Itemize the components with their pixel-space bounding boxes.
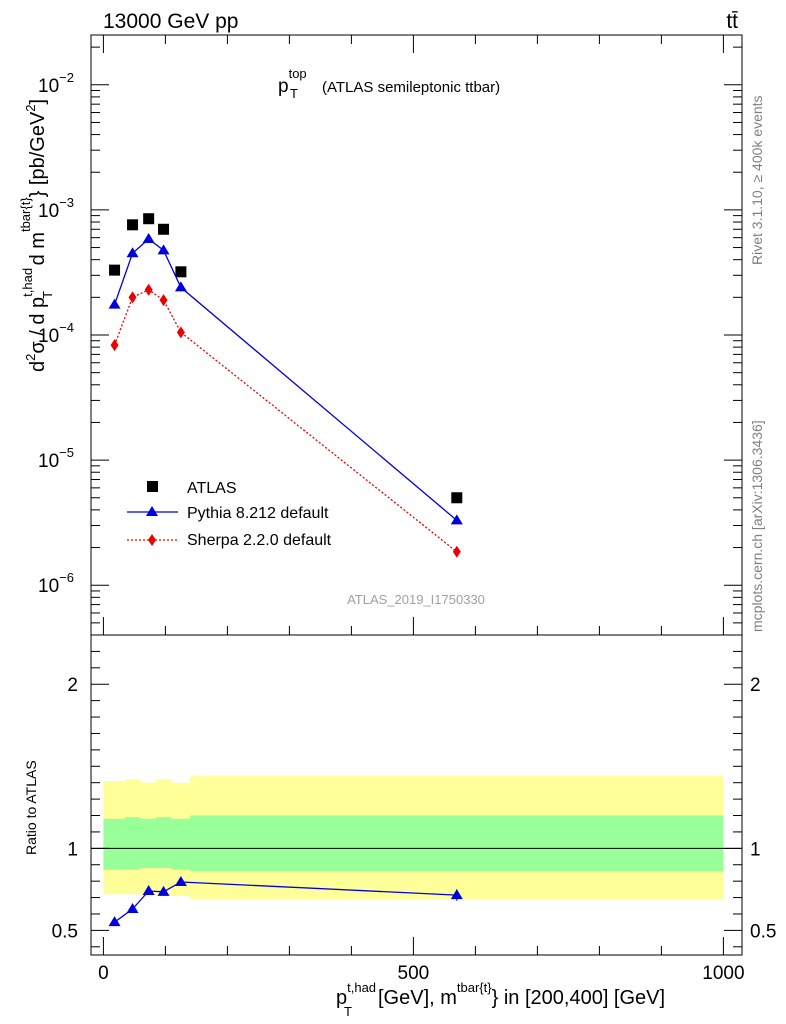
data-point-pythia <box>174 281 187 292</box>
x-tick-label: 500 <box>398 963 430 984</box>
data-point-atlas <box>451 492 463 504</box>
data-point-sherpa <box>452 545 461 558</box>
y-tick-label-main: 10−2 <box>38 70 74 97</box>
title-rest: (ATLAS semileptonic ttbar) <box>322 79 500 96</box>
y-tick-label-main: 10−4 <box>38 320 74 347</box>
y-tick-label-ratio: 1 <box>67 839 78 860</box>
data-point-atlas <box>109 264 121 276</box>
analysis-id: ATLAS_2019_I1750330 <box>347 592 485 607</box>
title-symbol: p <box>278 76 289 97</box>
data-point-sherpa <box>176 326 185 339</box>
data-point-pythia <box>450 514 463 525</box>
legend-marker-sherpa <box>148 534 156 546</box>
data-point-atlas <box>158 223 170 235</box>
legend-label-pythia: Pythia 8.212 default <box>187 505 329 522</box>
data-point-atlas <box>127 219 139 231</box>
main-panel: 10−6 10−5 10−4 10−3 10−2 ptop T (ATLAS semilep… <box>18 34 743 636</box>
title-sub: T <box>290 86 298 101</box>
data-point-sherpa <box>144 283 153 296</box>
y-tick-label-ratio-right: 0.5 <box>750 921 776 942</box>
x-tick-label: 1000 <box>702 963 744 984</box>
legend-marker-atlas <box>147 481 158 492</box>
y-tick-label-main: 10−5 <box>38 445 74 472</box>
ratio-point-pythia <box>174 875 187 886</box>
plot-title: ptop T (ATLAS semileptonic ttbar) <box>278 66 500 101</box>
ratio-point-pythia <box>126 903 139 914</box>
data-point-pythia <box>157 244 170 255</box>
y-tick-label-ratio-right: 2 <box>750 675 761 696</box>
legend-label-atlas: ATLAS <box>187 480 237 497</box>
series-line-pythia <box>113 238 458 521</box>
ratio-frame <box>90 634 743 956</box>
data-point-pythia <box>142 233 155 244</box>
ratio-panel: 0.5 0.5 1 1 2 2 Ratio to ATLAS <box>23 634 776 956</box>
uncertainty-band-inner <box>103 815 724 872</box>
y-tick-label-ratio: 0.5 <box>52 921 78 942</box>
legend: ATLAS Pythia 8.212 default Sherpa 2.2.0 … <box>127 480 332 549</box>
process-label: tt̄ <box>726 10 738 33</box>
y-tick-label-main: 10−3 <box>38 195 74 222</box>
data-point-atlas <box>143 213 155 225</box>
x-tick-label: 0 <box>98 963 109 984</box>
title-sup: top <box>289 66 307 81</box>
series-line-sherpa <box>113 288 458 553</box>
energy-label: 13000 GeV pp <box>103 10 238 33</box>
x-axis-label: pt,had T[GeV], mtbar{t}} in [200,400] [Ge… <box>336 980 665 1019</box>
data-point-pythia <box>108 298 121 309</box>
data-point-sherpa <box>128 291 137 304</box>
data-point-sherpa <box>110 339 119 352</box>
ratio-point-pythia <box>108 916 121 927</box>
data-point-atlas <box>175 266 187 278</box>
y-tick-label-ratio-right: 1 <box>750 839 761 860</box>
rivet-label: Rivet 3.1.10, ≥ 400k events <box>749 95 765 265</box>
y-tick-label-main: 10−6 <box>38 570 74 597</box>
data-point-sherpa <box>159 294 168 307</box>
ratio-ylabel: Ratio to ATLAS <box>23 760 39 855</box>
legend-marker-pythia <box>146 506 158 516</box>
mcplots-label: mcplots.cern.ch [arXiv:1306.3436] <box>749 420 765 632</box>
legend-label-sherpa: Sherpa 2.2.0 default <box>187 532 332 549</box>
main-ylabel: d2σ / d pt,had T d mtbar{t}} [pb/GeV2] <box>18 99 55 372</box>
ratio-point-pythia <box>142 885 155 895</box>
ratio-point-pythia <box>450 889 463 900</box>
data-point-pythia <box>126 247 139 258</box>
y-tick-label-ratio: 2 <box>67 675 78 696</box>
ratio-point-pythia <box>157 885 170 896</box>
